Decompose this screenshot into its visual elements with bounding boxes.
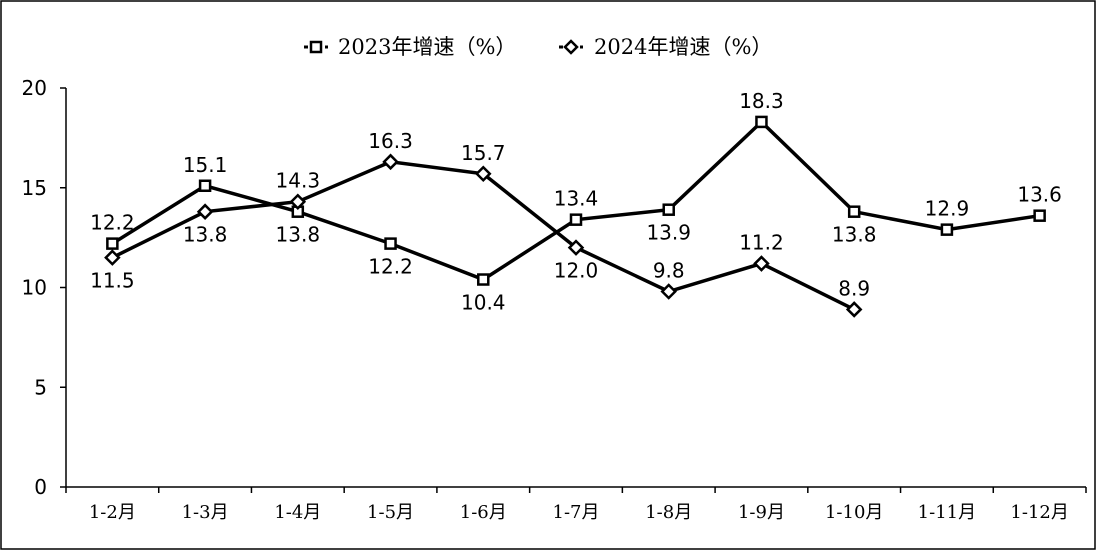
x-tick-label: 1-3月: [182, 502, 229, 523]
x-tick-label: 1-5月: [367, 502, 414, 523]
data-label: 12.0: [554, 259, 599, 283]
data-label: 10.4: [461, 291, 506, 315]
y-tick-label: 0: [34, 475, 47, 499]
y-tick-label: 5: [34, 375, 47, 399]
data-label: 16.3: [368, 129, 413, 153]
y-tick-label: 15: [22, 176, 47, 200]
series-2-point: [567, 239, 585, 256]
x-tick-label: 1-6月: [460, 502, 507, 523]
series-1-point: [1033, 209, 1046, 222]
data-label: 12.2: [90, 211, 135, 235]
legend-label-2: 2024年增速（%）: [594, 35, 772, 59]
series-2-point: [660, 283, 677, 300]
series-1-point: [847, 205, 861, 218]
x-tick-label: 1-4月: [274, 502, 321, 523]
series-2-point: [104, 249, 121, 266]
x-tick-label: 1-2月: [89, 502, 136, 523]
series-2-point: [289, 193, 307, 210]
data-label: 13.8: [832, 223, 877, 247]
series-1-point: [755, 115, 768, 129]
data-label: 13.9: [646, 221, 691, 245]
series-2-point: [475, 165, 492, 183]
data-label: 13.8: [183, 223, 228, 247]
x-tick-label: 1-12月: [1010, 502, 1068, 523]
x-tick-label: 1-11月: [918, 502, 976, 523]
series-1-point: [106, 237, 119, 250]
data-label: 13.8: [276, 223, 321, 247]
series-2-point: [753, 255, 770, 272]
series-2-point: [382, 153, 399, 171]
data-label: 9.8: [653, 258, 685, 282]
series-1-point: [940, 223, 954, 236]
y-tick-label: 10: [22, 276, 47, 300]
series-2-point: [845, 301, 863, 318]
x-tick-label: 1-8月: [645, 502, 692, 523]
data-label: 18.3: [739, 89, 784, 113]
x-tick-label: 1-7月: [553, 502, 600, 523]
legend-diamond-marker: [563, 39, 579, 55]
data-label: 13.6: [1017, 183, 1062, 207]
x-tick-label: 1-9月: [738, 502, 785, 523]
x-tick-label: 1-10月: [825, 502, 883, 523]
legend-label-1: 2023年增速（%）: [338, 35, 516, 59]
data-label: 13.4: [554, 187, 599, 211]
data-label: 12.2: [368, 255, 413, 279]
data-label: 15.1: [183, 153, 228, 177]
data-label: 11.2: [739, 231, 784, 255]
y-tick-label: 20: [22, 76, 47, 100]
data-label: 11.5: [90, 269, 135, 293]
data-label: 15.7: [461, 141, 506, 165]
data-label: 12.9: [925, 197, 970, 221]
series-1-point: [477, 273, 490, 286]
series-1-point: [662, 203, 675, 216]
series-1-point: [569, 213, 583, 226]
series-2-point: [196, 203, 214, 220]
data-label: 8.9: [838, 276, 870, 300]
series-1-point: [384, 237, 397, 250]
data-label: 14.3: [276, 169, 321, 193]
series-1-point: [198, 179, 212, 193]
legend-square-marker: [309, 40, 323, 54]
